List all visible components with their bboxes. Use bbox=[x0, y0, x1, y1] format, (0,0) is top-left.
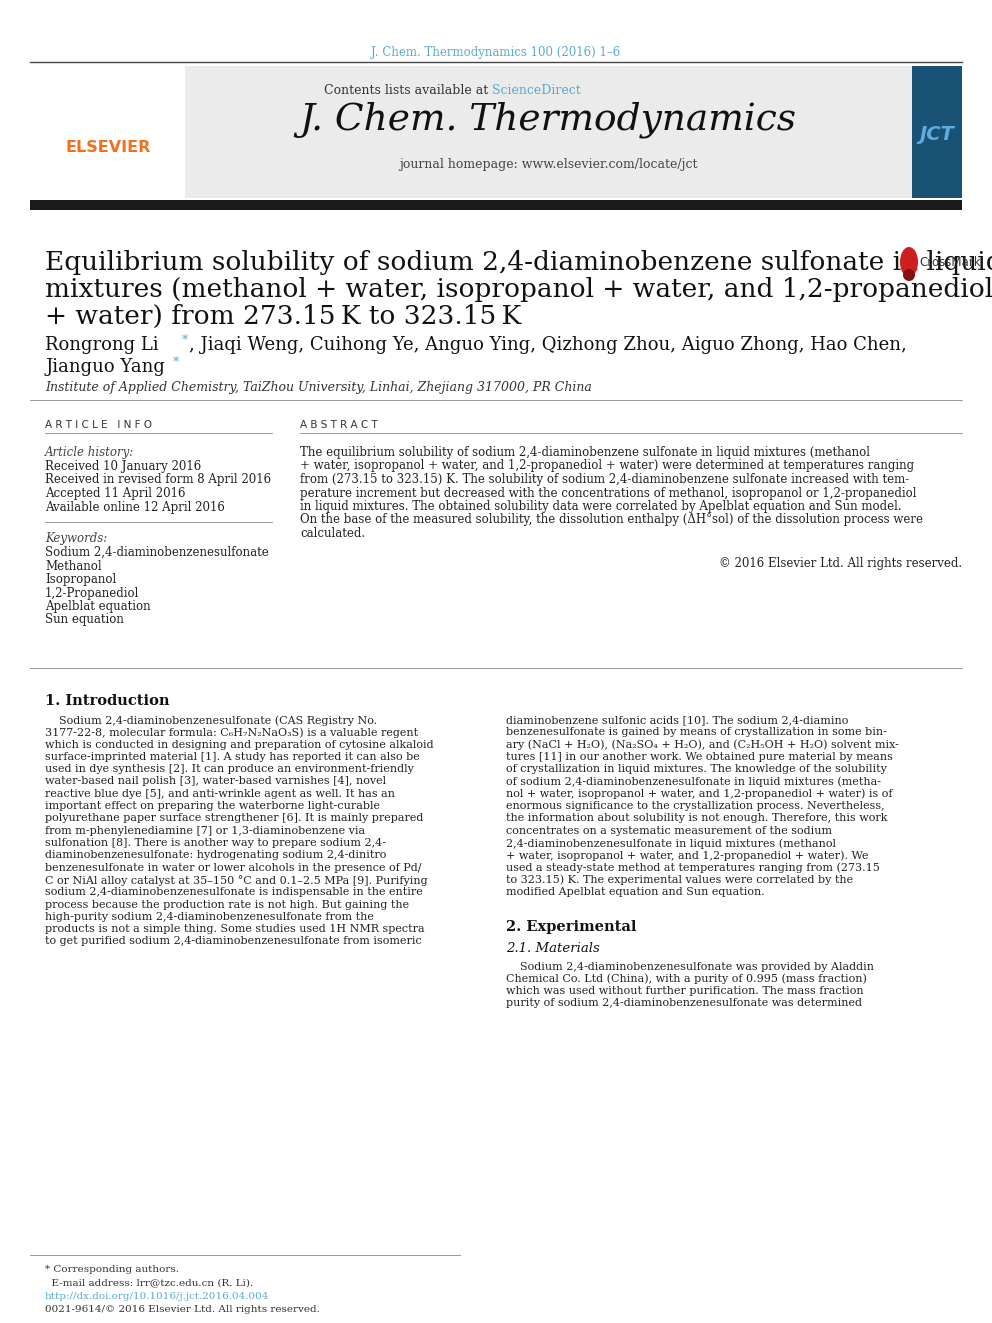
Text: Received 10 January 2016: Received 10 January 2016 bbox=[45, 460, 201, 474]
Text: 1. Introduction: 1. Introduction bbox=[45, 695, 170, 708]
Text: perature increment but decreased with the concentrations of methanol, isopropano: perature increment but decreased with th… bbox=[300, 487, 917, 500]
Text: surface-imprinted material [1]. A study has reported it can also be: surface-imprinted material [1]. A study … bbox=[45, 751, 420, 762]
Text: used a steady-state method at temperatures ranging from (273.15: used a steady-state method at temperatur… bbox=[506, 863, 880, 873]
Text: Institute of Applied Chemistry, TaiZhou University, Linhai, Zhejiang 317000, PR : Institute of Applied Chemistry, TaiZhou … bbox=[45, 381, 592, 394]
Text: 2. Experimental: 2. Experimental bbox=[506, 919, 637, 934]
Text: Isopropanol: Isopropanol bbox=[45, 573, 116, 586]
Text: A R T I C L E   I N F O: A R T I C L E I N F O bbox=[45, 419, 152, 430]
Text: ScienceDirect: ScienceDirect bbox=[492, 83, 580, 97]
Text: Chemical Co. Ltd (China), with a purity of 0.995 (mass fraction): Chemical Co. Ltd (China), with a purity … bbox=[506, 974, 867, 984]
Text: of crystallization in liquid mixtures. The knowledge of the solubility: of crystallization in liquid mixtures. T… bbox=[506, 765, 887, 774]
Text: which is conducted in designing and preparation of cytosine alkaloid: which is conducted in designing and prep… bbox=[45, 740, 434, 750]
Text: CrossMark: CrossMark bbox=[919, 255, 981, 269]
Text: Keywords:: Keywords: bbox=[45, 532, 107, 545]
Text: Sodium 2,4-diaminobenzenesulfonate (CAS Registry No.: Sodium 2,4-diaminobenzenesulfonate (CAS … bbox=[45, 714, 377, 725]
Text: benzenesulfonate in water or lower alcohols in the presence of Pd/: benzenesulfonate in water or lower alcoh… bbox=[45, 863, 422, 873]
Text: ELSEVIER: ELSEVIER bbox=[65, 140, 151, 156]
Text: Sodium 2,4-diaminobenzenesulfonate was provided by Aladdin: Sodium 2,4-diaminobenzenesulfonate was p… bbox=[506, 962, 874, 971]
Text: On the base of the measured solubility, the dissolution enthalpy (ΔH°sol) of the: On the base of the measured solubility, … bbox=[300, 513, 923, 527]
Text: calculated.: calculated. bbox=[300, 527, 365, 540]
Text: 2.1. Materials: 2.1. Materials bbox=[506, 942, 600, 954]
Text: to 323.15) K. The experimental values were correlated by the: to 323.15) K. The experimental values we… bbox=[506, 875, 853, 885]
Text: Rongrong Li: Rongrong Li bbox=[45, 336, 159, 355]
Text: sulfonation [8]. There is another way to prepare sodium 2,4-: sulfonation [8]. There is another way to… bbox=[45, 837, 386, 848]
Text: tures [11] in our another work. We obtained pure material by means: tures [11] in our another work. We obtai… bbox=[506, 751, 893, 762]
Text: in liquid mixtures. The obtained solubility data were correlated by Apelblat equ: in liquid mixtures. The obtained solubil… bbox=[300, 500, 902, 513]
Text: Equilibrium solubility of sodium 2,4-diaminobenzene sulfonate in liquid: Equilibrium solubility of sodium 2,4-dia… bbox=[45, 250, 992, 275]
Text: important effect on preparing the waterborne light-curable: important effect on preparing the waterb… bbox=[45, 802, 380, 811]
Text: http://dx.doi.org/10.1016/j.jct.2016.04.004: http://dx.doi.org/10.1016/j.jct.2016.04.… bbox=[45, 1293, 270, 1301]
Text: Sodium 2,4-diaminobenzenesulfonate: Sodium 2,4-diaminobenzenesulfonate bbox=[45, 546, 269, 560]
Text: mixtures (methanol + water, isopropanol + water, and 1,2-propanediol: mixtures (methanol + water, isopropanol … bbox=[45, 277, 992, 302]
Text: J. Chem. Thermodynamics: J. Chem. Thermodynamics bbox=[300, 102, 797, 139]
Text: ary (NaCl + H₂O), (Na₂SO₄ + H₂O), and (C₂H₅OH + H₂O) solvent mix-: ary (NaCl + H₂O), (Na₂SO₄ + H₂O), and (C… bbox=[506, 740, 899, 750]
Text: used in dye synthesis [2]. It can produce an environment-friendly: used in dye synthesis [2]. It can produc… bbox=[45, 765, 414, 774]
Text: Sun equation: Sun equation bbox=[45, 614, 124, 627]
Ellipse shape bbox=[903, 269, 915, 280]
Bar bbox=[185, 66, 912, 198]
Text: products is not a simple thing. Some studies used 1H NMR spectra: products is not a simple thing. Some stu… bbox=[45, 923, 425, 934]
Text: concentrates on a systematic measurement of the sodium: concentrates on a systematic measurement… bbox=[506, 826, 832, 836]
Text: water-based nail polish [3], water-based varnishes [4], novel: water-based nail polish [3], water-based… bbox=[45, 777, 386, 786]
Text: , Jiaqi Weng, Cuihong Ye, Anguo Ying, Qizhong Zhou, Aiguo Zhong, Hao Chen,: , Jiaqi Weng, Cuihong Ye, Anguo Ying, Qi… bbox=[189, 336, 907, 355]
Text: process because the production rate is not high. But gaining the: process because the production rate is n… bbox=[45, 900, 409, 909]
Text: Available online 12 April 2016: Available online 12 April 2016 bbox=[45, 500, 225, 513]
Text: nol + water, isopropanol + water, and 1,2-propanediol + water) is of: nol + water, isopropanol + water, and 1,… bbox=[506, 789, 893, 799]
Text: diaminobenzenesulfonate: hydrogenating sodium 2,4-dinitro: diaminobenzenesulfonate: hydrogenating s… bbox=[45, 851, 386, 860]
Text: from (273.15 to 323.15) K. The solubility of sodium 2,4-diaminobenzene sulfonate: from (273.15 to 323.15) K. The solubilit… bbox=[300, 474, 910, 486]
Text: A B S T R A C T: A B S T R A C T bbox=[300, 419, 378, 430]
Text: J. Chem. Thermodynamics 100 (2016) 1–6: J. Chem. Thermodynamics 100 (2016) 1–6 bbox=[371, 46, 621, 60]
Text: *: * bbox=[182, 333, 188, 347]
Text: + water) from 273.15 K to 323.15 K: + water) from 273.15 K to 323.15 K bbox=[45, 304, 521, 329]
Text: Accepted 11 April 2016: Accepted 11 April 2016 bbox=[45, 487, 186, 500]
Text: * Corresponding authors.: * Corresponding authors. bbox=[45, 1265, 179, 1274]
Text: sodium 2,4-diaminobenzenesulfonate is indispensable in the entire: sodium 2,4-diaminobenzenesulfonate is in… bbox=[45, 888, 423, 897]
Text: E-mail address: lrr@tzc.edu.cn (R. Li).: E-mail address: lrr@tzc.edu.cn (R. Li). bbox=[45, 1278, 253, 1287]
Text: Article history:: Article history: bbox=[45, 446, 134, 459]
Text: Contents lists available at: Contents lists available at bbox=[323, 83, 492, 97]
Text: 2,4-diaminobenzenesulfonate in liquid mixtures (methanol: 2,4-diaminobenzenesulfonate in liquid mi… bbox=[506, 837, 836, 848]
Text: from m-phenylenediamine [7] or 1,3-diaminobenzene via: from m-phenylenediamine [7] or 1,3-diami… bbox=[45, 826, 365, 836]
Bar bbox=[30, 200, 962, 210]
Text: the information about solubility is not enough. Therefore, this work: the information about solubility is not … bbox=[506, 814, 888, 823]
Text: high-purity sodium 2,4-diaminobenzenesulfonate from the: high-purity sodium 2,4-diaminobenzenesul… bbox=[45, 912, 374, 922]
Text: 0021-9614/© 2016 Elsevier Ltd. All rights reserved.: 0021-9614/© 2016 Elsevier Ltd. All right… bbox=[45, 1304, 319, 1314]
Text: diaminobenzene sulfonic acids [10]. The sodium 2,4-diamino: diaminobenzene sulfonic acids [10]. The … bbox=[506, 714, 848, 725]
Text: enormous significance to the crystallization process. Nevertheless,: enormous significance to the crystalliza… bbox=[506, 802, 885, 811]
Text: Received in revised form 8 April 2016: Received in revised form 8 April 2016 bbox=[45, 474, 271, 487]
Text: purity of sodium 2,4-diaminobenzenesulfonate was determined: purity of sodium 2,4-diaminobenzenesulfo… bbox=[506, 999, 862, 1008]
Text: polyurethane paper surface strengthener [6]. It is mainly prepared: polyurethane paper surface strengthener … bbox=[45, 814, 424, 823]
Text: The equilibrium solubility of sodium 2,4-diaminobenzene sulfonate in liquid mixt: The equilibrium solubility of sodium 2,4… bbox=[300, 446, 870, 459]
Text: © 2016 Elsevier Ltd. All rights reserved.: © 2016 Elsevier Ltd. All rights reserved… bbox=[719, 557, 962, 569]
Text: benzenesulfonate is gained by means of crystallization in some bin-: benzenesulfonate is gained by means of c… bbox=[506, 728, 887, 737]
Text: which was used without further purification. The mass fraction: which was used without further purificat… bbox=[506, 986, 864, 996]
Text: 3177-22-8, molecular formula: C₆H₇N₂NaO₃S) is a valuable regent: 3177-22-8, molecular formula: C₆H₇N₂NaO₃… bbox=[45, 728, 418, 738]
Bar bbox=[912, 66, 962, 198]
Text: journal homepage: www.elsevier.com/locate/jct: journal homepage: www.elsevier.com/locat… bbox=[399, 157, 697, 171]
Text: reactive blue dye [5], and anti-wrinkle agent as well. It has an: reactive blue dye [5], and anti-wrinkle … bbox=[45, 789, 395, 799]
Text: *: * bbox=[173, 356, 180, 369]
Text: to get purified sodium 2,4-diaminobenzenesulfonate from isomeric: to get purified sodium 2,4-diaminobenzen… bbox=[45, 937, 422, 946]
Text: JCT: JCT bbox=[920, 126, 954, 144]
Text: modified Apelblat equation and Sun equation.: modified Apelblat equation and Sun equat… bbox=[506, 888, 765, 897]
Text: 1,2-Propanediol: 1,2-Propanediol bbox=[45, 586, 139, 599]
Text: of sodium 2,4-diaminobenzenesulfonate in liquid mixtures (metha-: of sodium 2,4-diaminobenzenesulfonate in… bbox=[506, 777, 881, 787]
Text: + water, isopropanol + water, and 1,2-propanediol + water). We: + water, isopropanol + water, and 1,2-pr… bbox=[506, 851, 869, 861]
Text: Jianguo Yang: Jianguo Yang bbox=[45, 359, 165, 376]
Text: C or NiAl alloy catalyst at 35–150 °C and 0.1–2.5 MPa [9]. Purifying: C or NiAl alloy catalyst at 35–150 °C an… bbox=[45, 875, 428, 886]
Text: Apelblat equation: Apelblat equation bbox=[45, 601, 151, 613]
Text: + water, isopropanol + water, and 1,2-propanediol + water) were determined at te: + water, isopropanol + water, and 1,2-pr… bbox=[300, 459, 914, 472]
Text: Methanol: Methanol bbox=[45, 560, 101, 573]
Ellipse shape bbox=[900, 247, 918, 277]
